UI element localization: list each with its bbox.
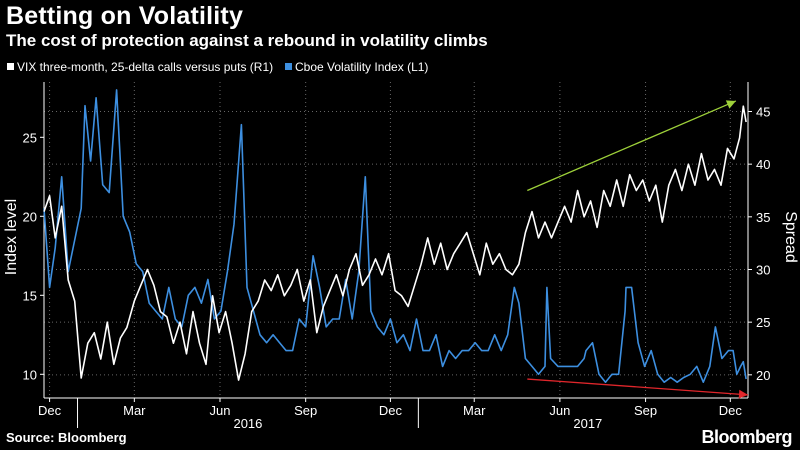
right-tick-label: 25 [756, 315, 770, 330]
left-tick-label: 20 [23, 209, 37, 224]
grid [44, 82, 748, 398]
right-tick-label: 45 [756, 104, 770, 119]
axes: 20 25 30 35 40 45 10 15 20 25 Dec Mar Jun Sep Dec Mar Ju… [23, 82, 770, 431]
brand-logo: Bloomberg [701, 427, 792, 447]
arrowhead [738, 389, 748, 399]
series-line-vix [43, 89, 747, 383]
x-tick-label: Dec [719, 403, 743, 418]
year-label: 2017 [573, 416, 602, 431]
x-tick-label: Dec [38, 403, 62, 418]
right-tick-label: 20 [756, 368, 770, 383]
left-tick-label: 25 [23, 130, 37, 145]
legend-swatch-spread [7, 63, 14, 70]
trend-arrow-down [527, 378, 749, 396]
x-tick-label: Mar [463, 403, 486, 418]
right-tick-label: 40 [756, 157, 770, 172]
x-tick-label: Mar [123, 403, 146, 418]
right-tick-label: 35 [756, 210, 770, 225]
source-note: Source: Bloomberg [6, 430, 127, 445]
x-tick-label: Jun [549, 403, 570, 418]
x-tick-label: Jun [210, 403, 231, 418]
left-tick-label: 15 [23, 288, 37, 303]
left-axis-label: Index level [3, 199, 20, 276]
arrowhead [725, 100, 736, 109]
trend-arrow-up [527, 100, 737, 192]
annotation-group [527, 100, 749, 399]
right-axis-label: Spread [782, 211, 799, 263]
legend-label-spread: VIX three-month, 25-delta calls versus p… [17, 60, 273, 74]
x-tick-label: Sep [294, 403, 317, 418]
left-tick-label: 10 [23, 367, 37, 382]
chart-subtitle: The cost of protection against a rebound… [6, 31, 488, 50]
x-tick-label: Sep [634, 403, 657, 418]
legend: VIX three-month, 25-delta calls versus p… [7, 60, 428, 74]
legend-swatch-vix [285, 63, 292, 70]
x-tick-label: Dec [379, 403, 403, 418]
year-label: 2016 [233, 416, 262, 431]
series-group [43, 89, 747, 383]
chart-title: Betting on Volatility [6, 2, 244, 30]
right-tick-label: 30 [756, 262, 770, 277]
series-line-spread [43, 105, 747, 381]
legend-label-vix: Cboe Volatility Index (L1) [295, 60, 428, 74]
